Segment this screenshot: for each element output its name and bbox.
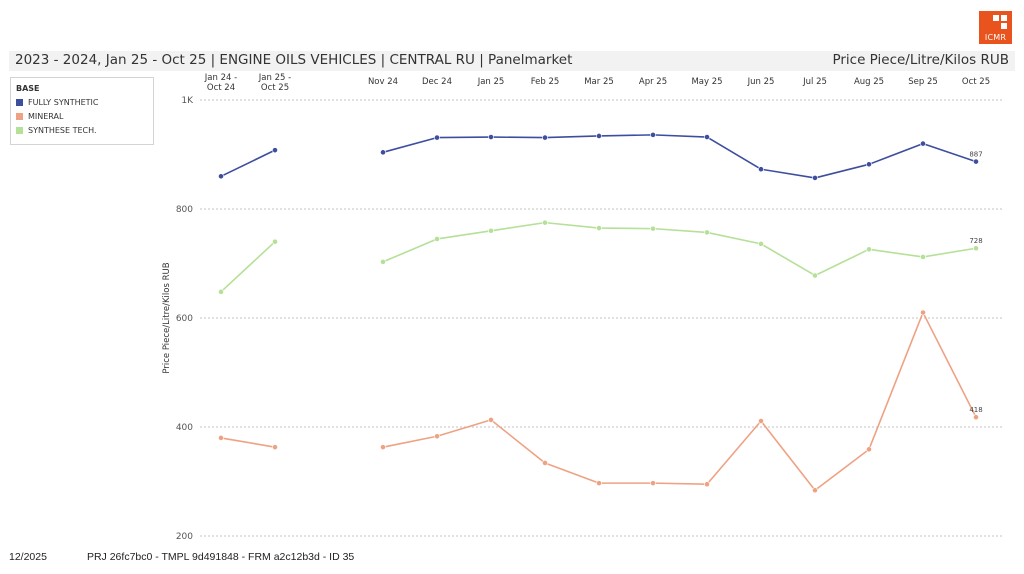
logo-text: ICMR <box>984 33 1007 42</box>
data-point-synthese-tech <box>434 236 440 242</box>
data-point-mineral <box>272 444 278 451</box>
x-tick-label: Aug 25 <box>854 77 884 87</box>
data-point-mineral <box>488 417 494 423</box>
data-point-mineral <box>920 309 926 316</box>
data-point-fully-synthetic <box>973 158 979 165</box>
y-tick-label: 1K <box>181 96 194 106</box>
data-point-mineral <box>758 418 764 424</box>
data-point-mineral <box>542 460 548 466</box>
data-point-synthese-tech <box>973 245 979 252</box>
series-line-mineral <box>220 437 276 448</box>
data-point-fully-synthetic <box>434 134 440 141</box>
legend-item-mineral: MINERAL <box>16 112 63 124</box>
y-tick-label: 200 <box>176 532 193 542</box>
data-point-fully-synthetic <box>704 134 710 140</box>
x-tick-label: Feb 25 <box>531 77 560 87</box>
title-bar: 2023 - 2024, Jan 25 - Oct 25 | ENGINE OI… <box>9 51 1015 71</box>
data-point-mineral <box>434 433 440 440</box>
y-axis-label: Price Piece/Litre/Kilos RUB <box>162 262 172 373</box>
data-point-synthese-tech <box>758 240 764 247</box>
data-point-fully-synthetic <box>812 175 818 181</box>
data-point-mineral <box>596 480 602 487</box>
data-label-synthese-tech: 728 <box>969 237 982 245</box>
data-label-mineral: 418 <box>969 406 982 414</box>
y-tick-label: 800 <box>176 205 193 215</box>
data-point-fully-synthetic <box>542 134 548 141</box>
data-point-synthese-tech <box>920 254 926 260</box>
legend-label-mineral: MINERAL <box>28 112 64 121</box>
data-point-synthese-tech <box>704 229 710 236</box>
x-tick-label: Jan 25 - <box>258 73 291 83</box>
company-logo: ICMR <box>979 11 1012 44</box>
x-tick-label: Nov 24 <box>368 77 398 87</box>
data-point-mineral <box>218 434 224 441</box>
data-point-fully-synthetic <box>488 134 494 140</box>
chart-title: 2023 - 2024, Jan 25 - Oct 25 | ENGINE OI… <box>15 52 573 68</box>
x-tick-label: Oct 25 <box>261 83 289 93</box>
series-line-mineral <box>382 311 977 492</box>
x-tick-label: May 25 <box>691 77 722 87</box>
data-point-mineral <box>973 414 979 421</box>
data-point-fully-synthetic <box>380 149 386 156</box>
footer: 12/2025 PRJ 26fc7bc0 - TMPL 9d491848 - FR… <box>9 551 354 563</box>
x-tick-label: Jan 24 - <box>204 73 237 83</box>
x-tick-label: Sep 25 <box>908 77 938 87</box>
data-point-mineral <box>650 480 656 487</box>
x-tick-label: Jun 25 <box>747 77 775 87</box>
legend-item-synthese-tech: SYNTHESE TECH. <box>16 126 97 138</box>
x-tick-label: Jan 25 <box>477 77 505 87</box>
legend-item-fully-synthetic: FULLY SYNTHETIC <box>16 98 98 110</box>
legend-label-synthese-tech: SYNTHESE TECH. <box>28 126 97 135</box>
data-point-synthese-tech <box>650 225 656 232</box>
legend-label-fully-synthetic: FULLY SYNTHETIC <box>28 98 99 107</box>
data-label-fully-synthetic: 887 <box>969 151 982 159</box>
data-point-synthese-tech <box>218 288 224 295</box>
data-point-fully-synthetic <box>272 147 278 154</box>
data-point-mineral <box>812 487 818 494</box>
legend: BASE FULLY SYNTHETIC MINERAL SYNTHESE TE… <box>10 77 154 145</box>
data-point-mineral <box>866 446 872 453</box>
x-tick-label: Jul 25 <box>802 77 827 87</box>
data-point-synthese-tech <box>542 219 548 226</box>
data-point-fully-synthetic <box>920 140 926 147</box>
data-point-synthese-tech <box>380 258 386 265</box>
x-tick-label: Oct 24 <box>207 83 235 93</box>
series-line-synthese-tech <box>220 241 276 293</box>
series-line-fully-synthetic <box>220 149 276 178</box>
legend-title: BASE <box>16 84 40 93</box>
data-point-synthese-tech <box>866 246 872 253</box>
x-tick-label: Dec 24 <box>422 77 452 87</box>
x-tick-label: Apr 25 <box>639 77 667 87</box>
y-tick-label: 400 <box>176 423 193 433</box>
legend-swatch-mineral <box>16 113 23 120</box>
data-point-mineral <box>380 444 386 451</box>
series-line-synthese-tech <box>382 221 977 277</box>
footer-ids: PRJ 26fc7bc0 - TMPL 9d491848 - FRM a2c12… <box>86 551 355 563</box>
data-point-fully-synthetic <box>650 131 656 138</box>
data-point-synthese-tech <box>488 227 494 234</box>
series-line-fully-synthetic <box>382 134 977 179</box>
data-point-synthese-tech <box>812 272 818 279</box>
data-point-synthese-tech <box>272 238 278 245</box>
unit-label: Price Piece/Litre/Kilos RUB <box>832 52 1009 68</box>
data-point-fully-synthetic <box>758 166 764 173</box>
x-tick-label: Oct 25 <box>962 77 990 87</box>
legend-swatch-fully-synthetic <box>16 99 23 106</box>
data-point-fully-synthetic <box>218 173 224 180</box>
data-point-fully-synthetic <box>596 133 602 139</box>
data-point-fully-synthetic <box>866 161 872 168</box>
footer-date: 12/2025 <box>9 551 47 563</box>
y-tick-label: 600 <box>176 314 193 324</box>
data-point-mineral <box>704 481 710 488</box>
legend-swatch-synthese-tech <box>16 127 23 134</box>
x-tick-label: Mar 25 <box>584 77 614 87</box>
data-point-synthese-tech <box>596 225 602 231</box>
